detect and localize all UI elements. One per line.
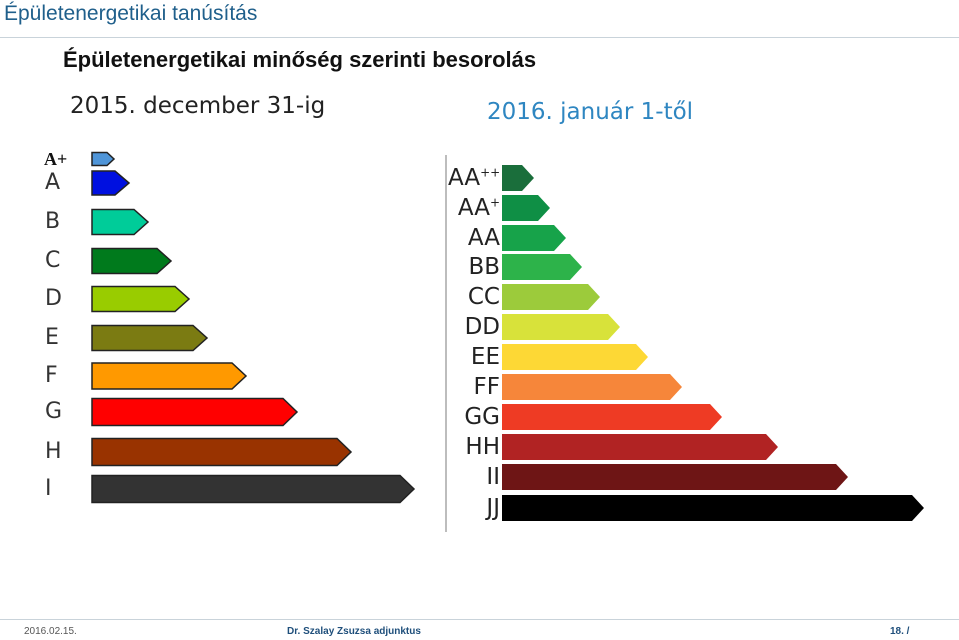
old-rating-label: G bbox=[45, 399, 63, 424]
old-rating-bar bbox=[91, 362, 248, 390]
new-rating-label: AA+ bbox=[457, 195, 500, 221]
old-rating-label: A+ bbox=[44, 149, 68, 169]
new-rating-label: EE bbox=[470, 344, 500, 370]
old-rating-label: A bbox=[45, 170, 61, 195]
old-rating-label: B bbox=[45, 209, 61, 234]
right-column-date: 2016. január 1-től bbox=[487, 99, 694, 125]
new-rating-label: AA bbox=[467, 225, 500, 251]
old-rating-bar bbox=[91, 170, 131, 196]
old-rating-bar bbox=[91, 247, 173, 275]
new-rating-bar bbox=[502, 254, 582, 280]
new-rating-bar bbox=[502, 434, 778, 460]
old-rating-bar bbox=[91, 437, 353, 467]
old-rating-bar bbox=[91, 397, 299, 427]
footer-divider bbox=[0, 619, 959, 620]
new-rating-label: AA++ bbox=[448, 165, 501, 191]
title-divider bbox=[0, 37, 959, 38]
new-rating-label: CC bbox=[467, 284, 500, 310]
new-rating-label: JJ bbox=[486, 495, 500, 521]
new-rating-label: GG bbox=[464, 404, 500, 430]
new-rating-bar bbox=[502, 344, 648, 370]
new-rating-bar bbox=[502, 284, 600, 310]
new-rating-bar bbox=[502, 314, 620, 340]
old-rating-bar bbox=[91, 151, 116, 167]
old-rating-label: F bbox=[45, 363, 58, 388]
new-rating-bar bbox=[502, 374, 682, 400]
old-rating-label: I bbox=[45, 476, 52, 501]
new-rating-label: FF bbox=[473, 374, 500, 400]
footer-date: 2016.02.15. bbox=[24, 626, 77, 637]
new-rating-bar bbox=[502, 495, 924, 521]
new-rating-bar bbox=[502, 195, 550, 221]
new-rating-bar bbox=[502, 165, 534, 191]
old-rating-bar bbox=[91, 208, 150, 236]
old-rating-label: E bbox=[45, 325, 59, 350]
column-divider bbox=[445, 155, 447, 532]
slide-heading: Épületenergetikai minőség szerinti besor… bbox=[63, 47, 537, 72]
new-rating-bar bbox=[502, 464, 848, 490]
footer-author: Dr. Szalay Zsuzsa adjunktus bbox=[287, 626, 421, 637]
old-rating-bar bbox=[91, 474, 416, 504]
old-rating-bar bbox=[91, 324, 209, 352]
new-rating-bar bbox=[502, 225, 566, 251]
footer-page-number: 18. / bbox=[890, 626, 910, 637]
new-rating-label: BB bbox=[468, 254, 500, 280]
old-rating-label: C bbox=[45, 248, 61, 273]
old-rating-label: H bbox=[45, 439, 62, 464]
old-rating-label: D bbox=[45, 286, 62, 311]
new-rating-label: DD bbox=[464, 314, 500, 340]
left-column-date: 2015. december 31-ig bbox=[70, 93, 326, 119]
slide-title: Épületenergetikai tanúsítás bbox=[4, 2, 258, 25]
new-rating-label: HH bbox=[465, 434, 500, 460]
new-rating-label: II bbox=[486, 464, 500, 490]
new-rating-bar bbox=[502, 404, 722, 430]
old-rating-bar bbox=[91, 285, 191, 313]
